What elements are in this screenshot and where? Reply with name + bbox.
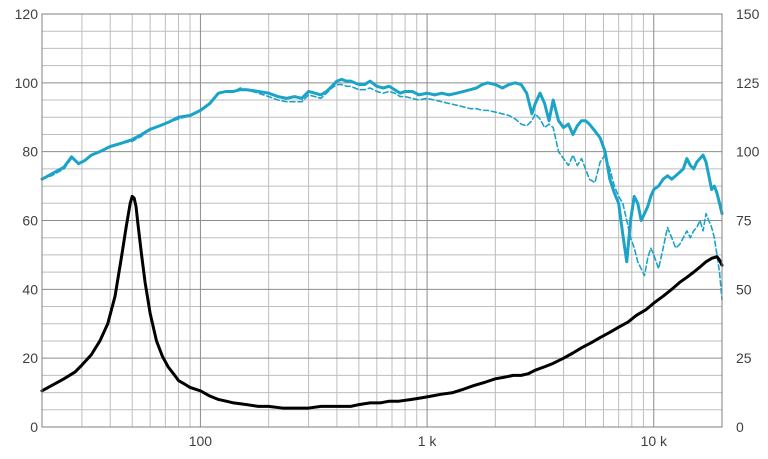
- y2-tick-label: 50: [736, 281, 752, 297]
- y-axis-left: 0 20 40 60 80 100 120: [15, 6, 39, 435]
- y-tick-label: 60: [22, 213, 38, 229]
- y2-tick-label: 125: [736, 75, 760, 91]
- x-tick-label: 100: [189, 433, 213, 449]
- series-layer: [40, 77, 724, 410]
- y-tick-label: 40: [22, 281, 38, 297]
- y-tick-label: 80: [22, 144, 38, 160]
- y-axis-right: 0 25 50 75 100 125 150: [736, 6, 760, 435]
- x-tick-label: 10 k: [641, 433, 668, 449]
- series-line-1: [41, 83, 723, 301]
- y-tick-label: 0: [30, 419, 38, 435]
- y-tick-label: 20: [22, 350, 38, 366]
- x-tick-label: 1 k: [418, 433, 438, 449]
- y2-tick-label: 150: [736, 6, 760, 22]
- grid-major: [42, 14, 722, 427]
- plot-frame: [41, 13, 723, 428]
- x-axis: 100 1 k 10 k: [189, 433, 668, 449]
- y2-tick-label: 100: [736, 144, 760, 160]
- series-line-2: [40, 194, 724, 410]
- y2-tick-label: 0: [736, 419, 744, 435]
- y-tick-label: 100: [15, 75, 39, 91]
- y-tick-label: 120: [15, 6, 39, 22]
- y2-tick-label: 75: [736, 213, 752, 229]
- y2-tick-label: 25: [736, 350, 752, 366]
